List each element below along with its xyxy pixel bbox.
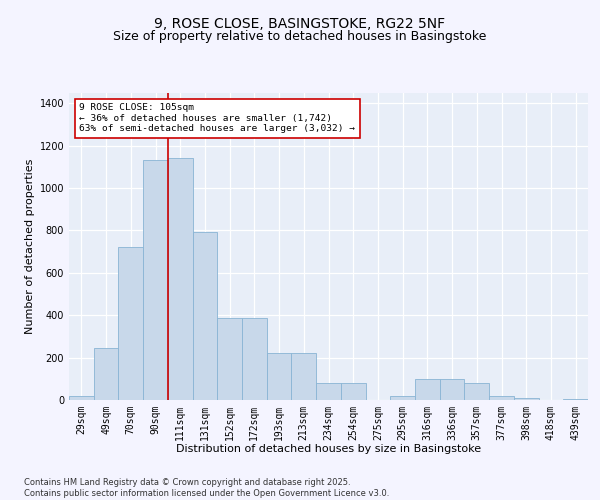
Bar	[242, 318, 267, 400]
Bar	[514, 398, 539, 400]
Text: Contains HM Land Registry data © Crown copyright and database right 2025.
Contai: Contains HM Land Registry data © Crown c…	[24, 478, 389, 498]
Bar	[440, 379, 464, 400]
Bar	[193, 232, 217, 400]
Text: 9 ROSE CLOSE: 105sqm
← 36% of detached houses are smaller (1,742)
63% of semi-de: 9 ROSE CLOSE: 105sqm ← 36% of detached h…	[79, 104, 355, 133]
Bar	[217, 318, 242, 400]
Text: 9, ROSE CLOSE, BASINGSTOKE, RG22 5NF: 9, ROSE CLOSE, BASINGSTOKE, RG22 5NF	[154, 18, 446, 32]
Y-axis label: Number of detached properties: Number of detached properties	[25, 158, 35, 334]
Bar	[563, 399, 588, 400]
Bar	[489, 396, 514, 400]
Bar	[341, 383, 365, 400]
Bar	[415, 379, 440, 400]
Bar	[69, 396, 94, 400]
Text: Size of property relative to detached houses in Basingstoke: Size of property relative to detached ho…	[113, 30, 487, 43]
Bar	[267, 354, 292, 400]
Bar	[316, 383, 341, 400]
X-axis label: Distribution of detached houses by size in Basingstoke: Distribution of detached houses by size …	[176, 444, 481, 454]
Bar	[143, 160, 168, 400]
Bar	[94, 348, 118, 400]
Bar	[118, 248, 143, 400]
Bar	[292, 354, 316, 400]
Bar	[168, 158, 193, 400]
Bar	[390, 396, 415, 400]
Bar	[464, 383, 489, 400]
